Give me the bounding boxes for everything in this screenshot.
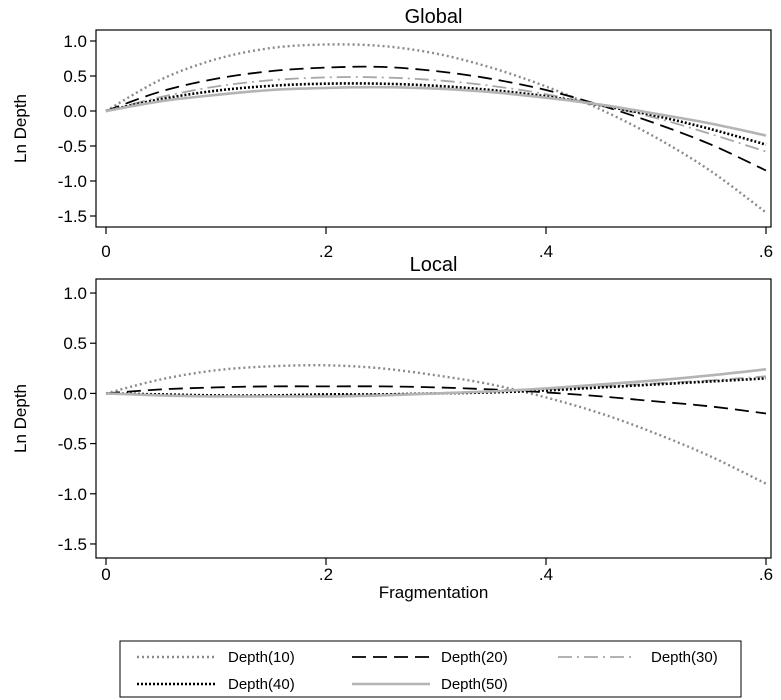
legend-label: Depth(50) (441, 676, 508, 693)
legend-item-depth-20: Depth(20) (352, 649, 508, 666)
legend-label: Depth(40) (228, 676, 295, 693)
chart-panels: Global 1.0 0.5 0.0 -0.5 -1.0 -1.5 0 .2 .4 .6 Ln Dep… (11, 6, 773, 602)
x-tick-label: 0 (101, 242, 110, 261)
x-tick-label: .6 (759, 565, 773, 584)
y-tick-label: -1.0 (58, 172, 87, 191)
series-line-depth-40 (105, 82, 767, 146)
x-tick-label: .2 (319, 242, 333, 261)
series-line-depth-10 (105, 43, 767, 214)
legend-item-depth-10: Depth(10) (137, 649, 295, 666)
y-tick-label: 0.0 (63, 384, 87, 403)
panel-global: Global 1.0 0.5 0.0 -0.5 -1.0 -1.5 0 .2 .4 .6 Ln Dep… (11, 6, 773, 261)
y-axis-label: Ln Depth (11, 94, 30, 163)
y-tick-label: 1.0 (63, 284, 87, 303)
legend-label: Depth(20) (441, 649, 508, 666)
legend-label: Depth(30) (651, 649, 718, 666)
legend-item-depth-50: Depth(50) (352, 676, 508, 693)
plot-frame (95, 278, 772, 559)
panel-local: Local 1.0 0.5 0.0 -0.5 -1.0 -1.5 0 .2 .4 .6 Ln Dept… (11, 254, 773, 602)
x-tick-label: 0 (101, 565, 110, 584)
y-tick-label: -1.0 (58, 485, 87, 504)
series-line-depth-30 (105, 76, 767, 153)
x-tick-label: .6 (759, 242, 773, 261)
series-line-depth-10 (105, 364, 767, 485)
plot-frame (95, 29, 772, 228)
legend-item-depth-40: Depth(40) (137, 676, 295, 693)
y-tick-label: 0.5 (63, 67, 87, 86)
y-tick-label: 0.5 (63, 334, 87, 353)
series-group (105, 43, 767, 214)
x-axis-label: Fragmentation (379, 583, 489, 602)
y-axis-label: Ln Depth (11, 384, 30, 453)
series-group (105, 364, 767, 485)
legend-label: Depth(10) (228, 649, 295, 666)
panel-title: Local (410, 254, 458, 276)
y-tick-label: -1.5 (58, 207, 87, 226)
panel-title: Global (405, 6, 463, 28)
y-tick-label: 1.0 (63, 32, 87, 51)
legend: Depth(10) Depth(20) Depth(30) Depth(40) Dept… (119, 640, 742, 698)
series-line-depth-20 (105, 385, 767, 415)
series-line-depth-50 (105, 368, 767, 398)
x-tick-label: .4 (539, 565, 553, 584)
x-tick-label: .4 (539, 242, 553, 261)
y-tick-label: -0.5 (58, 137, 87, 156)
legend-item-depth-30: Depth(30) (558, 649, 718, 666)
x-tick-label: .2 (319, 565, 333, 584)
y-tick-label: -0.5 (58, 435, 87, 454)
series-line-depth-50 (105, 85, 767, 137)
legend-box (119, 640, 742, 698)
y-tick-label: 0.0 (63, 102, 87, 121)
series-line-depth-20 (105, 65, 767, 172)
y-tick-label: -1.5 (58, 535, 87, 554)
